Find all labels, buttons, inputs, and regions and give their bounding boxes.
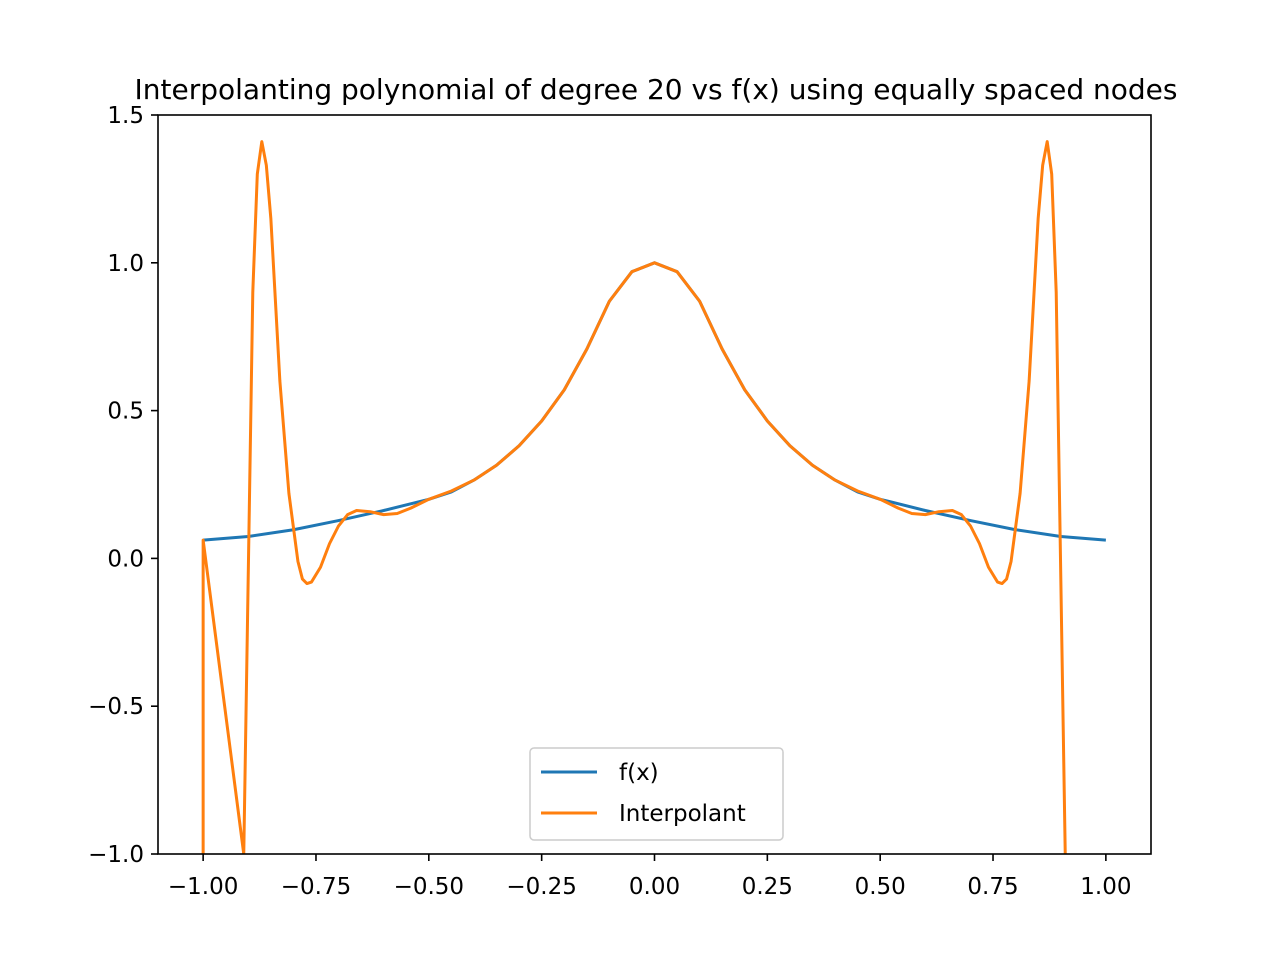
x-tick-label: −0.75: [281, 874, 351, 900]
y-tick-label: 1.5: [107, 103, 144, 129]
series-line-1: [201, 140, 1067, 854]
y-tick-label: −0.5: [88, 694, 144, 720]
x-tick-label: 0.00: [629, 874, 680, 900]
y-tick-label: 0.0: [107, 546, 144, 572]
legend-label-interpolant: Interpolant: [619, 801, 746, 827]
plot-frame: [157, 114, 1152, 855]
x-tick-label: −0.50: [394, 874, 464, 900]
chart-title: Interpolanting polynomial of degree 20 v…: [135, 73, 1178, 106]
y-tick-label: −1.0: [88, 842, 144, 868]
x-tick-label: −0.25: [506, 874, 576, 900]
plot-series: [201, 140, 1106, 854]
series-line-0: [203, 261, 1106, 542]
x-tick-label: 0.75: [967, 874, 1018, 900]
y-tick-label: 0.5: [107, 399, 144, 425]
x-tick-label: −1.00: [168, 874, 238, 900]
legend-label-f: f(x): [619, 760, 659, 786]
x-tick-label: 0.25: [742, 874, 793, 900]
x-tick-label: 1.00: [1080, 874, 1131, 900]
legend: f(x) Interpolant: [529, 747, 784, 841]
y-axis-ticks: −1.0 −0.5 0.0 0.5 1.0 1.5: [88, 103, 158, 868]
y-tick-label: 1.0: [107, 251, 144, 277]
x-axis-ticks: −1.00 −0.75 −0.50 −0.25 0.00 0.25 0.50 0.75 1.00: [168, 854, 1131, 900]
x-tick-label: 0.50: [855, 874, 906, 900]
